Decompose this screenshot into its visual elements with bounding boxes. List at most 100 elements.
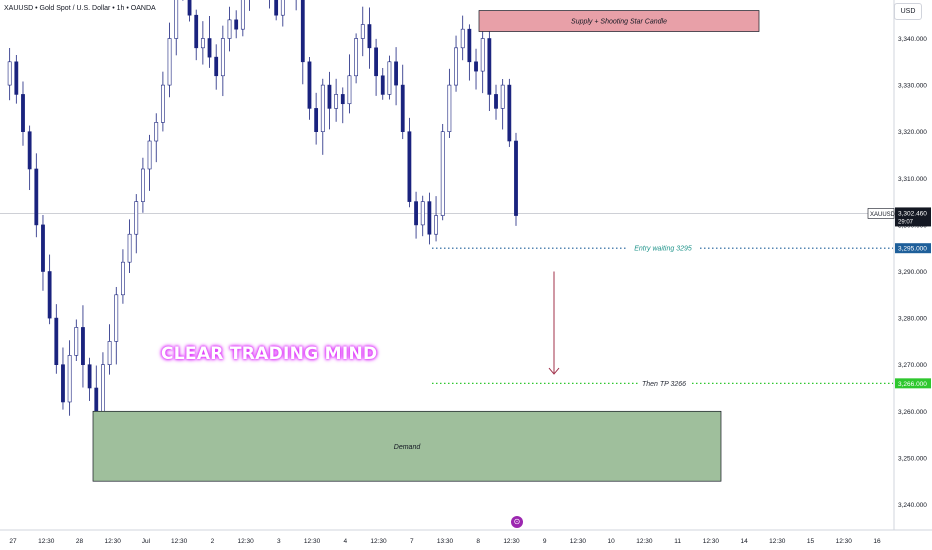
entry-label-bg <box>628 243 698 254</box>
supply-zone-label: Supply + Shooting Star Candle <box>571 19 667 26</box>
candle-body <box>41 224 45 272</box>
candle-body <box>27 131 32 170</box>
candle-body <box>87 364 92 389</box>
x-tick-label: 14 <box>740 538 748 545</box>
x-tick-label: 8 <box>476 538 480 545</box>
candle-body <box>360 24 365 39</box>
y-tick-label: 3,250.000 <box>898 455 927 462</box>
countdown-tag: 29:07 <box>898 219 914 225</box>
x-tick-label: 12:30 <box>171 538 188 545</box>
candle-body <box>460 28 465 49</box>
x-tick-label: 2 <box>211 538 215 545</box>
candle-body <box>440 131 445 216</box>
candle-body <box>214 56 219 77</box>
candle-body <box>387 61 392 95</box>
candle-body <box>347 75 352 105</box>
x-tick-label: 7 <box>410 538 414 545</box>
y-tick-label: 3,320.000 <box>898 129 927 136</box>
current-price-tag: 3,302.460 <box>898 210 927 217</box>
candle-body <box>407 131 412 202</box>
x-tick-label: Jul <box>142 538 151 545</box>
demand-zone-label: Demand <box>394 444 422 451</box>
x-tick-label: 12:30 <box>370 538 387 545</box>
candle-body <box>187 0 192 16</box>
y-tick-label: 3,260.000 <box>898 409 927 416</box>
x-tick-label: 12:30 <box>304 538 321 545</box>
candle-body <box>320 84 325 132</box>
candle-body <box>67 355 72 403</box>
candle-body <box>374 47 378 77</box>
x-tick-label: 11 <box>674 538 681 545</box>
take-profit-price-tag: 3,266.000 <box>898 381 927 388</box>
chart-header-title: XAUUSD • Gold Spot / U.S. Dollar • 1h • … <box>4 5 156 12</box>
candle-body <box>61 364 65 403</box>
y-tick-label: 3,340.000 <box>898 36 927 43</box>
x-tick-label: 12:30 <box>769 538 786 545</box>
y-tick-label: 3,330.000 <box>898 83 927 90</box>
candle-body <box>467 28 472 63</box>
candle-body <box>14 61 19 95</box>
y-tick-label: 3,270.000 <box>898 362 927 369</box>
entry-price-tag-bg <box>895 243 931 254</box>
x-tick-label: 10 <box>608 538 616 545</box>
candle-body <box>327 84 332 109</box>
candle-body <box>74 327 79 356</box>
candle-body <box>127 233 132 263</box>
candle-body <box>227 19 232 39</box>
candle-body <box>307 61 312 109</box>
candle-body <box>54 317 59 366</box>
candle-body <box>380 75 385 95</box>
current-price-tag-bg <box>895 207 931 227</box>
supply-zone <box>478 10 760 32</box>
x-tick-label: 12:30 <box>38 538 55 545</box>
candle-body <box>340 94 345 105</box>
candle-body <box>200 38 205 49</box>
candle-body <box>480 38 485 72</box>
candle-body <box>114 294 119 342</box>
candle-body <box>494 94 498 109</box>
candle-body <box>234 19 239 30</box>
take-profit-price-tag-bg <box>895 378 931 389</box>
candle-body <box>121 261 125 296</box>
candle-body <box>427 201 432 235</box>
candle-body <box>147 140 152 170</box>
take-profit-label: Then TP 3266 <box>642 381 686 388</box>
candle-body <box>81 327 85 366</box>
candle-body <box>47 271 52 319</box>
candle-body <box>21 94 25 132</box>
x-tick-label: 12:30 <box>836 538 853 545</box>
symbol-tag-bg <box>867 208 895 219</box>
candle-body <box>101 364 105 412</box>
x-tick-label: 13:30 <box>437 538 454 545</box>
candle-body <box>487 38 492 95</box>
candle-body <box>354 38 359 77</box>
candle-body <box>334 94 339 109</box>
target-pin-icon[interactable]: ⊙ <box>511 516 523 528</box>
candle-body <box>167 38 172 86</box>
candle-body <box>134 201 139 235</box>
symbol-tag: XAUUSD <box>870 212 896 218</box>
candle-body <box>367 24 372 49</box>
candle-body <box>7 61 12 86</box>
x-tick-label: 4 <box>343 538 347 545</box>
candle-body <box>160 84 165 123</box>
candle-body <box>400 84 405 132</box>
candle-body <box>280 0 285 16</box>
candle-body <box>514 140 518 216</box>
candle-body <box>154 122 159 142</box>
candle-body <box>474 61 478 72</box>
candle-body <box>500 84 505 109</box>
x-tick-label: 16 <box>873 538 881 545</box>
x-tick-label: 12:30 <box>703 538 720 545</box>
entry-price-tag: 3,295.000 <box>898 246 927 253</box>
y-tick-label: 3,310.000 <box>898 176 927 183</box>
take-profit-label-bg <box>638 378 690 389</box>
x-tick-label: 3 <box>277 538 281 545</box>
candle-body <box>507 84 512 142</box>
x-tick-label: 28 <box>76 538 84 545</box>
y-tick-label: 3,280.000 <box>898 316 927 323</box>
entry-label: Entry waiting 3295 <box>634 246 692 253</box>
candle-body <box>314 108 319 133</box>
x-tick-label: 12:30 <box>237 538 254 545</box>
